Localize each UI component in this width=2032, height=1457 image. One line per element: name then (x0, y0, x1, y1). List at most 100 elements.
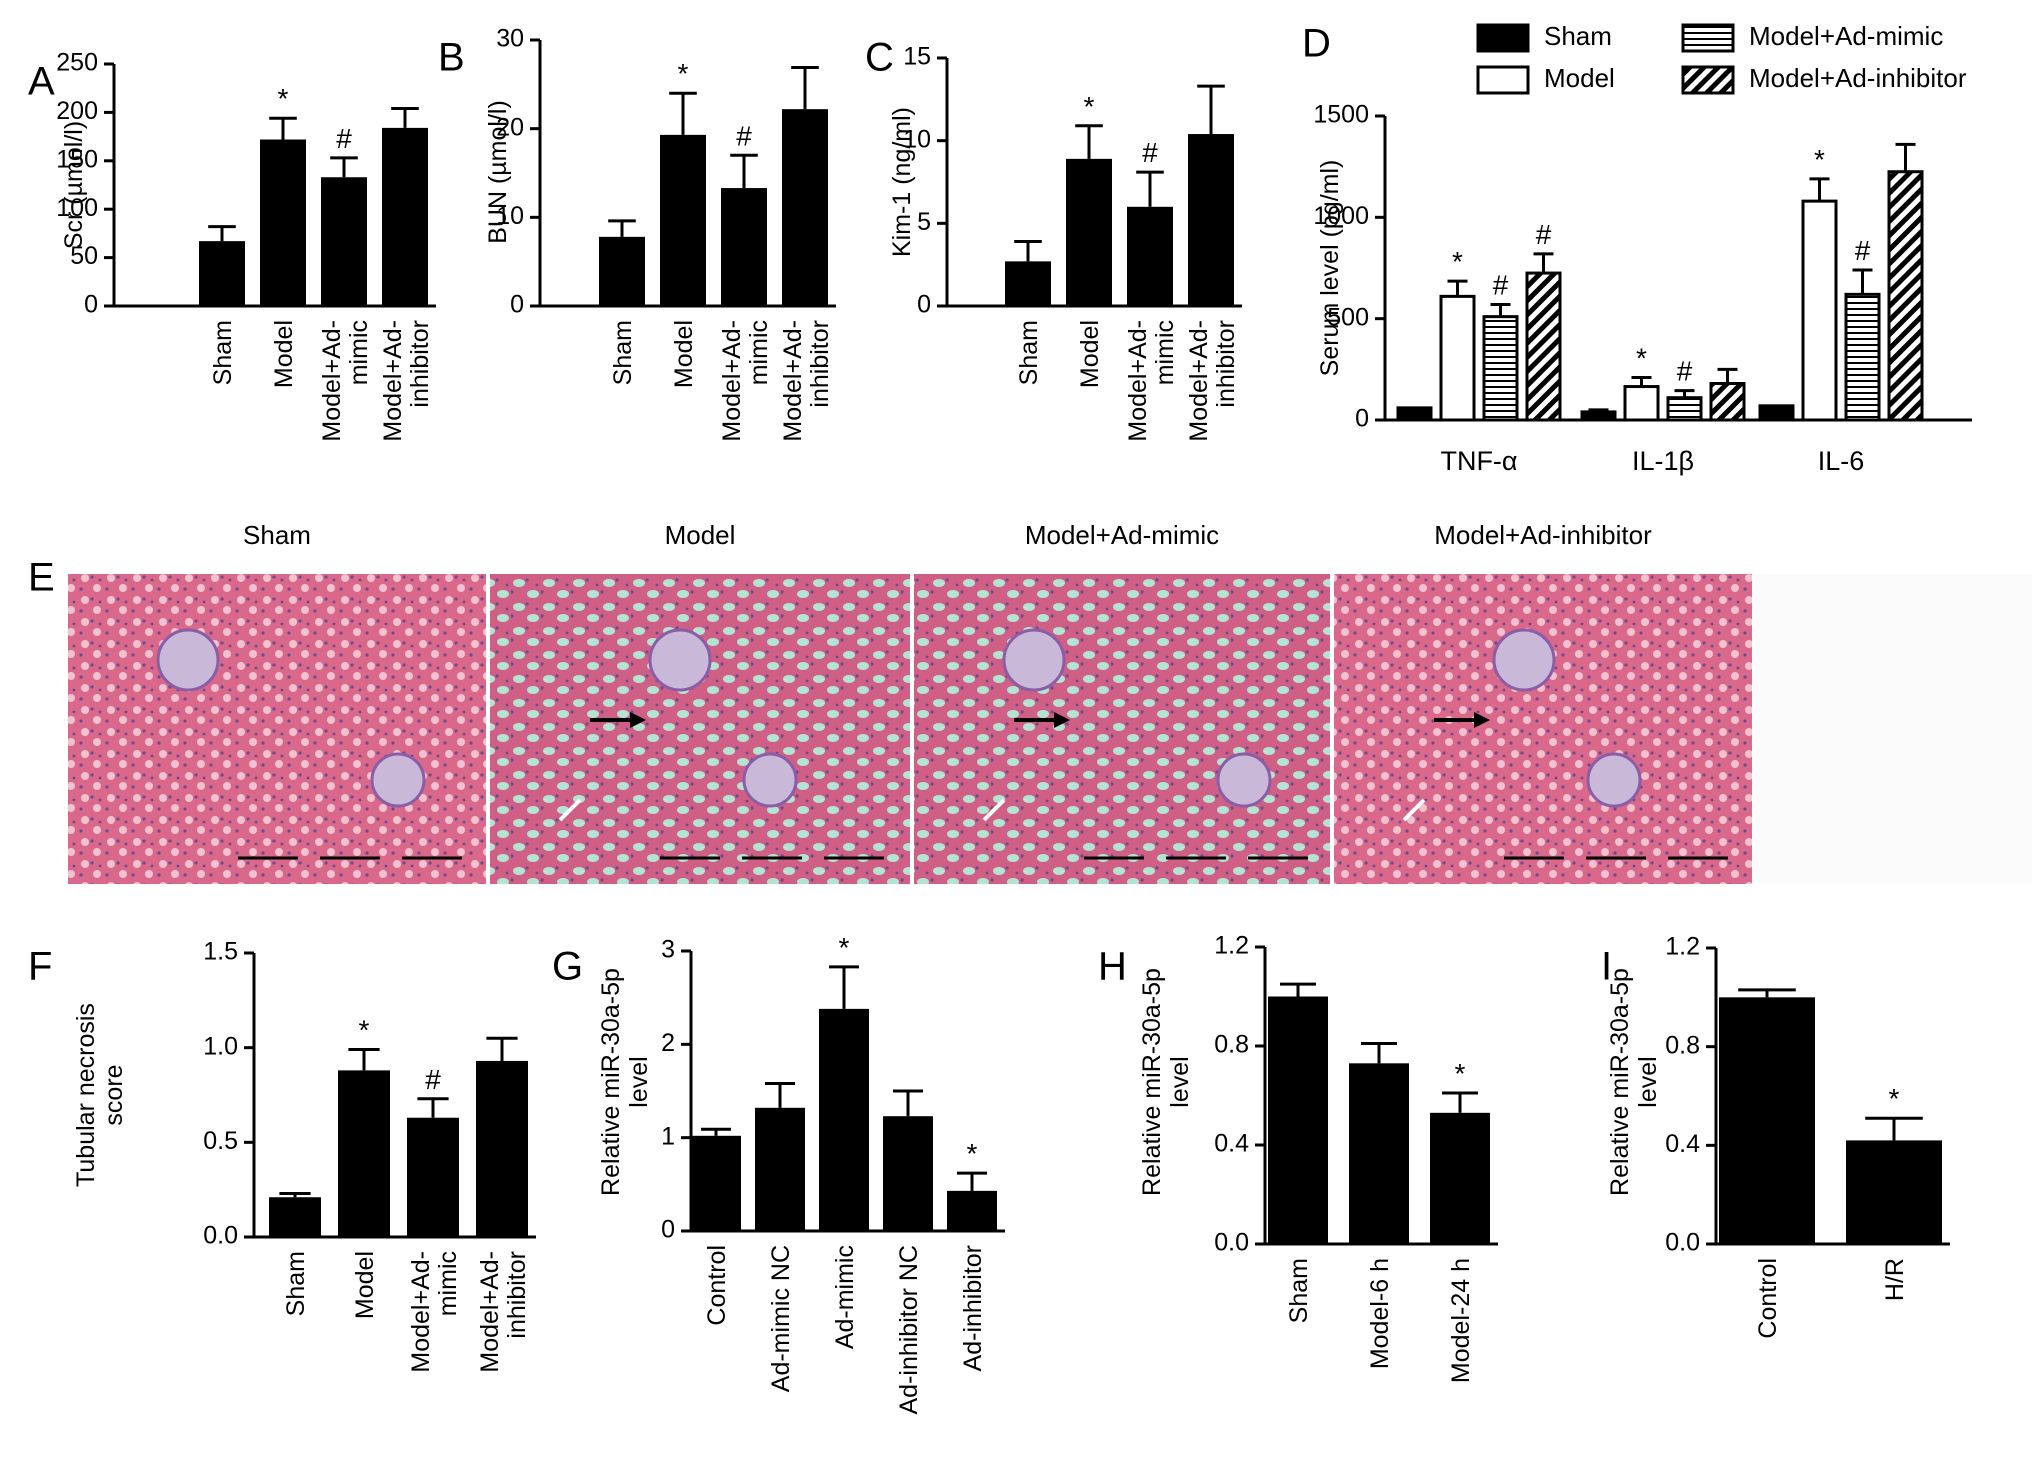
y-axis-label: BUN (µmol/l) (484, 100, 512, 244)
micrograph-image (1334, 574, 1752, 884)
bar-2 (721, 188, 767, 306)
bar-1-0 (1580, 410, 1617, 422)
y-tick-label: 200 (56, 97, 98, 125)
significance-mark: # (336, 123, 352, 154)
bar-2 (407, 1117, 459, 1237)
significance-mark: * (1814, 144, 1825, 175)
bar-0 (199, 241, 245, 306)
panel-letter: A (28, 60, 55, 104)
bar-3 (382, 127, 428, 306)
micrograph-2: Model+Ad-mimic (914, 520, 1330, 884)
y-tick-label: 0.0 (1665, 1229, 1700, 1257)
significance-mark: # (736, 120, 752, 151)
x-tick-label: Model+Ad-inhibitor (1185, 320, 1240, 442)
chart-A: A 0 50 100 150 200 250 Scr (µmol/l) Sham * Model # M… (28, 49, 436, 442)
x-tick-label: Sham (1285, 1258, 1313, 1323)
glomerulus-shape (1002, 628, 1066, 692)
significance-mark: * (1455, 1058, 1466, 1089)
y-tick-label: 0.4 (1214, 1130, 1249, 1158)
bar-2-3 (1887, 170, 1924, 422)
bar-1-1 (1623, 385, 1660, 422)
white-arrow-marker (558, 798, 582, 822)
panel-letter: I (1601, 945, 1612, 989)
glomerulus-shape (742, 752, 798, 808)
y-tick-label: 1 (661, 1122, 675, 1150)
chart-D: D 0 500 1000 1500 Serum level (pg/ml) * # # TNF-α… (1302, 21, 1972, 476)
bar-0 (691, 1135, 741, 1231)
panel-e-micrographs: E Sham Model Model+Ad-mimic Model+Ad-inhibit… (28, 520, 2032, 884)
x-tick-label: Ad-mimic NC (767, 1245, 795, 1392)
significance-mark: * (278, 83, 289, 114)
x-tick-label: Model+Ad-inhibitor (779, 320, 834, 442)
x-tick-label: Model+Ad-mimic (318, 320, 373, 442)
bar-3 (476, 1060, 528, 1237)
glomerulus-shape (1492, 628, 1556, 692)
bar-0 (269, 1197, 321, 1237)
panel-letter: B (438, 36, 465, 80)
x-tick-label: Model+Ad-mimic (718, 320, 773, 442)
x-tick-label: Model (270, 320, 298, 388)
bar-2-1 (1801, 199, 1838, 422)
y-tick-label: 100 (56, 194, 98, 222)
y-tick-label: 150 (56, 145, 98, 173)
significance-mark: # (1536, 219, 1552, 250)
micrograph-image (490, 574, 910, 884)
x-tick-label: Sham (1015, 320, 1043, 385)
glomerulus-shape (370, 752, 426, 808)
y-tick-label: 10 (903, 125, 931, 153)
legend-swatch-1 (1476, 65, 1530, 95)
significance-mark: * (359, 1015, 370, 1046)
legend-swatch-3 (1681, 65, 1735, 95)
bar-2 (819, 1008, 869, 1231)
micrograph-caption: Model+Ad-inhibitor (1434, 520, 1652, 550)
bar-1 (1846, 1140, 1942, 1244)
y-tick-label: 0 (1355, 405, 1369, 433)
bar-1 (660, 134, 706, 306)
micrograph-image (68, 574, 486, 884)
bar-1-3 (1709, 382, 1746, 422)
chart-F: F 0.0 0.5 1.0 1.5 Tubular necrosisscore Sham * M… (28, 938, 536, 1373)
white-arrow-marker (982, 798, 1006, 822)
y-tick-label: 2 (661, 1029, 675, 1057)
bar-0-2 (1482, 315, 1519, 422)
y-tick-label: 3 (661, 936, 675, 964)
panel-letter: F (28, 945, 52, 989)
y-tick-label: 5 (917, 208, 931, 236)
y-axis-label: Relative miR-30a-5plevel (1606, 968, 1662, 1196)
y-tick-label: 1000 (1313, 202, 1369, 230)
y-tick-label: 50 (70, 242, 98, 270)
x-tick-label: Ad-mimic (831, 1245, 859, 1349)
y-tick-label: 0 (510, 291, 524, 319)
y-tick-label: 1500 (1313, 101, 1369, 129)
y-tick-label: 0 (84, 291, 98, 319)
arrow-head (630, 712, 646, 728)
micrograph-caption: Sham (243, 520, 311, 550)
chart-B: B 0 10 20 30 BUN (µmol/l) Sham * Model # Model+Ad-… (438, 25, 836, 442)
bar-1 (260, 139, 306, 306)
bar-2-2 (1844, 292, 1881, 422)
y-tick-label: 0 (661, 1216, 675, 1244)
panel-letter: G (552, 945, 583, 989)
x-tick-label: Model (1076, 320, 1104, 388)
glomerulus-shape (1586, 752, 1642, 808)
significance-mark: * (1452, 246, 1463, 277)
significance-mark: # (1677, 356, 1693, 387)
y-tick-label: 500 (1327, 303, 1369, 331)
y-tick-label: 0.5 (203, 1127, 238, 1155)
y-tick-label: 0.4 (1665, 1130, 1700, 1158)
y-tick-label: 0.0 (1214, 1229, 1249, 1257)
y-axis-label: Kim-1 (ng/ml) (888, 107, 916, 257)
x-tick-label: Control (1754, 1258, 1782, 1339)
x-tick-label: Model+Ad-mimic (407, 1251, 462, 1373)
bar-3 (883, 1116, 933, 1231)
legend-label: Model+Ad-mimic (1749, 21, 1943, 51)
chart-G: G 0 1 2 3 Relative miR-30a-5plevel Control Ad-m… (552, 932, 1005, 1415)
x-tick-label: Model (351, 1251, 379, 1319)
x-tick-label: Model-24 h (1447, 1258, 1475, 1383)
x-tick-label: Sham (609, 320, 637, 385)
y-axis-label: Scr (µmol/l) (60, 121, 88, 249)
significance-mark: * (1636, 342, 1647, 373)
arrow-head (1054, 712, 1070, 728)
legend-label: Model (1544, 63, 1615, 93)
bar-2-0 (1758, 404, 1795, 422)
